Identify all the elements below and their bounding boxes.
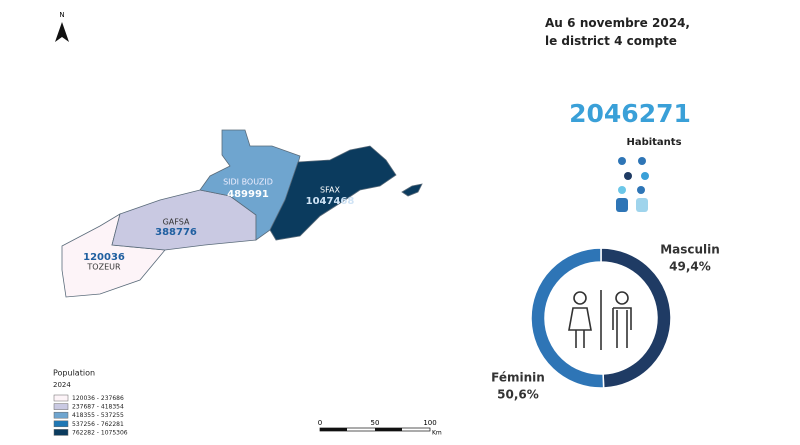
category-label: Masculin xyxy=(660,243,720,257)
scale-segment xyxy=(320,428,347,431)
region-labels: 120036 TOZEUR GAFSA 388776 SIDI BOUZID 4… xyxy=(83,178,354,272)
icon-head xyxy=(618,186,626,194)
scale-unit: Km xyxy=(432,430,442,437)
legend-swatch xyxy=(53,411,69,419)
legend-label: 762282 - 1075306 xyxy=(72,429,128,436)
region-value: 120036 xyxy=(83,252,125,263)
legend-swatch xyxy=(53,403,69,410)
legend-swatch xyxy=(53,394,69,402)
legend-swatch xyxy=(53,429,69,436)
icon-head xyxy=(638,157,646,165)
legend-subtitle: 2024 xyxy=(53,381,71,389)
region-name: GAFSA xyxy=(163,218,190,227)
legend: Population 2024 120036 - 237686 237687 - … xyxy=(53,369,128,437)
icon-head xyxy=(637,186,645,194)
donut-chart: Masculin 49,4% Féminin 50,6% xyxy=(491,243,720,402)
region-name: SIDI BOUZID xyxy=(223,178,273,187)
value-label: 50,6% xyxy=(497,388,539,402)
icon-man-head xyxy=(615,291,629,305)
north-arrow-icon xyxy=(55,22,69,42)
legend-title: Population xyxy=(53,369,95,378)
legend-swatch xyxy=(53,420,69,428)
north-arrow: N xyxy=(55,11,69,42)
icon-body xyxy=(616,198,628,212)
scale-tick-label: 50 xyxy=(371,419,380,427)
region-value: 388776 xyxy=(155,227,197,238)
summary-box: Au 6 novembre 2024, le district 4 compte xyxy=(545,16,690,48)
region-value: 1047468 xyxy=(306,196,355,207)
region-name: SFAX xyxy=(320,186,340,195)
legend-label: 237687 - 418354 xyxy=(72,404,124,411)
icon-head xyxy=(624,172,632,180)
region-sidi-bouzid xyxy=(199,129,301,241)
region-tozeur xyxy=(61,213,166,298)
legend-label: 418355 - 537255 xyxy=(72,412,124,419)
icon-man-body xyxy=(612,307,632,348)
icon-head xyxy=(641,172,649,180)
people-icon xyxy=(616,157,649,212)
total-unit: Habitants xyxy=(626,137,681,148)
legend-label: 120036 - 237686 xyxy=(72,395,124,402)
scale-tick-label: 100 xyxy=(423,419,436,427)
donut-segment xyxy=(600,247,672,389)
total-population: 2046271 xyxy=(569,99,691,128)
scale-bar: 0 50 100 Km xyxy=(318,419,442,437)
island xyxy=(401,183,423,197)
region-name: TOZEUR xyxy=(86,263,121,272)
region-value: 489991 xyxy=(227,189,269,200)
gender-icon xyxy=(568,290,632,350)
scale-segment xyxy=(375,428,402,431)
legend-label: 537256 - 762281 xyxy=(72,421,124,428)
category-label: Féminin xyxy=(491,371,545,385)
map xyxy=(61,129,423,298)
summary-text: Au 6 novembre 2024, le district 4 compte xyxy=(545,16,690,48)
icon-woman-body xyxy=(568,307,592,348)
donut-segment xyxy=(530,247,605,389)
region-sfax xyxy=(269,145,397,241)
value-label: 49,4% xyxy=(669,260,711,274)
icon-head xyxy=(618,157,626,165)
icon-body xyxy=(636,198,648,212)
scale-tick-label: 0 xyxy=(318,419,322,427)
north-label: N xyxy=(59,11,64,19)
icon-woman-head xyxy=(573,291,587,305)
